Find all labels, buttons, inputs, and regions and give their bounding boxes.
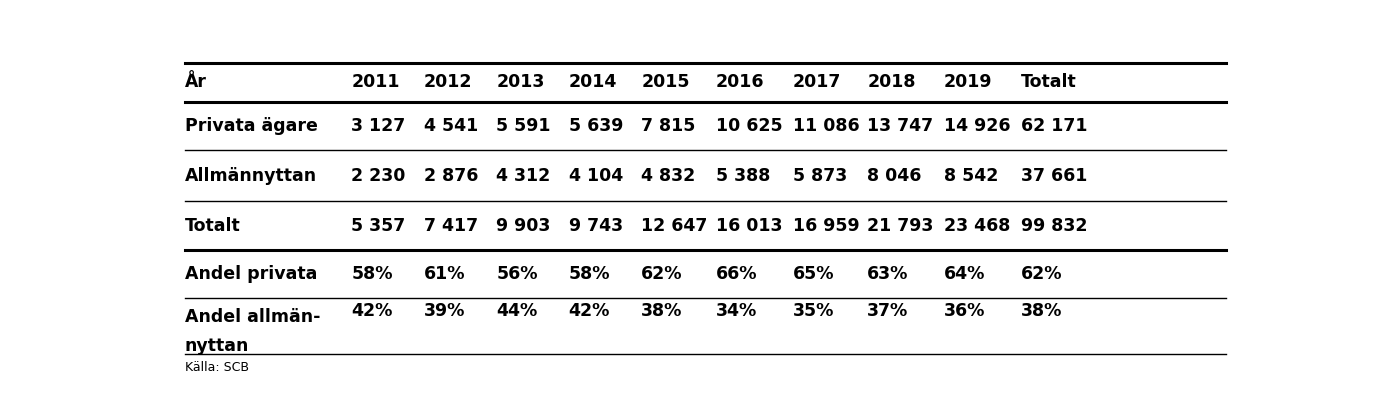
Text: nyttan: nyttan bbox=[184, 336, 249, 354]
Text: 21 793: 21 793 bbox=[867, 217, 934, 234]
Text: 12 647: 12 647 bbox=[641, 217, 707, 234]
Text: Källa: SCB: Källa: SCB bbox=[184, 361, 249, 374]
Text: 4 832: 4 832 bbox=[641, 167, 695, 185]
Text: 9 903: 9 903 bbox=[497, 217, 550, 234]
Text: Andel allmän-: Andel allmän- bbox=[184, 308, 321, 326]
Text: 4 104: 4 104 bbox=[568, 167, 623, 185]
Text: 37%: 37% bbox=[867, 302, 908, 320]
Text: 16 013: 16 013 bbox=[716, 217, 783, 234]
Text: 39%: 39% bbox=[424, 302, 465, 320]
Text: 7 815: 7 815 bbox=[641, 117, 696, 135]
Text: 14 926: 14 926 bbox=[944, 117, 1010, 135]
Text: 5 639: 5 639 bbox=[568, 117, 623, 135]
Text: År: År bbox=[184, 73, 206, 92]
Text: Totalt: Totalt bbox=[1021, 73, 1076, 92]
Text: 42%: 42% bbox=[351, 302, 392, 320]
Text: Allmännyttan: Allmännyttan bbox=[184, 167, 316, 185]
Text: 61%: 61% bbox=[424, 265, 465, 283]
Text: 2016: 2016 bbox=[716, 73, 764, 92]
Text: 5 357: 5 357 bbox=[351, 217, 406, 234]
Text: 64%: 64% bbox=[944, 265, 985, 283]
Text: 13 747: 13 747 bbox=[867, 117, 933, 135]
Text: 58%: 58% bbox=[351, 265, 392, 283]
Text: 56%: 56% bbox=[497, 265, 538, 283]
Text: 5 388: 5 388 bbox=[716, 167, 771, 185]
Text: 10 625: 10 625 bbox=[716, 117, 783, 135]
Text: 2017: 2017 bbox=[793, 73, 841, 92]
Text: 99 832: 99 832 bbox=[1021, 217, 1087, 234]
Text: 8 046: 8 046 bbox=[867, 167, 922, 185]
Text: 7 417: 7 417 bbox=[424, 217, 477, 234]
Text: 62 171: 62 171 bbox=[1021, 117, 1087, 135]
Text: 4 541: 4 541 bbox=[424, 117, 477, 135]
Text: 2014: 2014 bbox=[568, 73, 616, 92]
Text: 23 468: 23 468 bbox=[944, 217, 1010, 234]
Text: 63%: 63% bbox=[867, 265, 908, 283]
Text: Privata ägare: Privata ägare bbox=[184, 117, 318, 135]
Text: 2015: 2015 bbox=[641, 73, 689, 92]
Text: 9 743: 9 743 bbox=[568, 217, 623, 234]
Text: 37 661: 37 661 bbox=[1021, 167, 1087, 185]
Text: 38%: 38% bbox=[641, 302, 682, 320]
Text: 65%: 65% bbox=[793, 265, 834, 283]
Text: 2012: 2012 bbox=[424, 73, 472, 92]
Text: Totalt: Totalt bbox=[184, 217, 241, 234]
Text: 2018: 2018 bbox=[867, 73, 916, 92]
Text: 11 086: 11 086 bbox=[793, 117, 859, 135]
Text: 5 591: 5 591 bbox=[497, 117, 550, 135]
Text: 16 959: 16 959 bbox=[793, 217, 859, 234]
Text: 4 312: 4 312 bbox=[497, 167, 550, 185]
Text: 3 127: 3 127 bbox=[351, 117, 406, 135]
Text: 44%: 44% bbox=[497, 302, 538, 320]
Text: 66%: 66% bbox=[716, 265, 757, 283]
Text: 58%: 58% bbox=[568, 265, 610, 283]
Text: 2 876: 2 876 bbox=[424, 167, 477, 185]
Text: 2013: 2013 bbox=[497, 73, 545, 92]
Text: 2011: 2011 bbox=[351, 73, 399, 92]
Text: Andel privata: Andel privata bbox=[184, 265, 318, 283]
Text: 62%: 62% bbox=[1021, 265, 1062, 283]
Text: 2 230: 2 230 bbox=[351, 167, 406, 185]
Text: 8 542: 8 542 bbox=[944, 167, 999, 185]
Text: 42%: 42% bbox=[568, 302, 610, 320]
Text: 5 873: 5 873 bbox=[793, 167, 846, 185]
Text: 36%: 36% bbox=[944, 302, 985, 320]
Text: 62%: 62% bbox=[641, 265, 682, 283]
Text: 2019: 2019 bbox=[944, 73, 992, 92]
Text: 38%: 38% bbox=[1021, 302, 1062, 320]
Text: 34%: 34% bbox=[716, 302, 757, 320]
Text: 35%: 35% bbox=[793, 302, 834, 320]
